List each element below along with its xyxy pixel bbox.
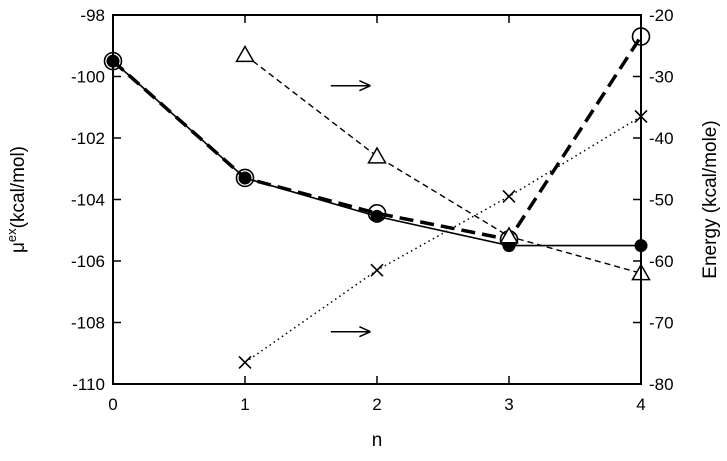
series-1-line	[111, 35, 643, 242]
arrow-annotation-1	[330, 326, 371, 338]
series-1-point	[235, 168, 255, 188]
series-3-point	[238, 355, 252, 370]
series-3-point-stroke-b	[238, 355, 252, 370]
left-y-tick-label: -98	[80, 6, 105, 25]
series-0-point	[238, 171, 252, 185]
arrow-head-upper	[359, 326, 371, 333]
x-tick-label: 3	[504, 395, 513, 414]
left-y-axis-label-main: μ	[8, 242, 29, 253]
series-2-point	[367, 146, 387, 164]
right-y-tick-label: -80	[649, 375, 674, 394]
series-3-point-stroke-b	[502, 189, 516, 203]
right-y-tick-label: -50	[649, 191, 674, 210]
series-2-point	[499, 226, 519, 244]
left-y-tick-label: -100	[71, 68, 105, 87]
series-2-line	[244, 54, 642, 274]
left-y-axis-label: μex(kcal/mol)	[4, 146, 29, 253]
series-0-point	[370, 209, 384, 223]
series-3-point	[370, 263, 384, 277]
left-y-axis-label-sup: ex	[4, 228, 19, 242]
right-y-tick-label: -60	[649, 252, 674, 271]
right-y-tick-label: -70	[649, 314, 674, 333]
arrow-head-lower	[359, 331, 371, 338]
plot-frame	[112, 14, 642, 385]
arrow-head-lower	[359, 85, 371, 92]
left-y-tick-label: -106	[71, 252, 105, 271]
series-1-point	[367, 204, 387, 223]
left-y-tick-label: -110	[72, 375, 105, 394]
left-y-tick-label: -102	[71, 129, 105, 148]
arrow-head-upper	[359, 80, 371, 87]
right-y-tick-label: -40	[649, 129, 674, 148]
right-y-tick-label: -20	[649, 6, 674, 25]
right-y-axis-label: Energy (kcal/mole)	[700, 120, 721, 278]
x-tick-label: 4	[636, 395, 645, 414]
right-y-tick-label: -30	[649, 68, 674, 87]
series-layer	[103, 27, 651, 370]
x-tick-label: 1	[240, 395, 249, 414]
x-axis-label: n	[372, 430, 383, 451]
left-y-tick-label: -108	[71, 314, 105, 333]
series-2-point	[235, 44, 255, 63]
x-tick-label: 2	[372, 395, 381, 414]
annotation-layer	[330, 80, 371, 338]
left-y-axis-label-rest: (kcal/mol)	[8, 146, 29, 228]
series-3-point	[502, 189, 516, 203]
x-tick-label: 0	[108, 395, 117, 414]
left-y-tick-label: -104	[71, 191, 105, 210]
series-3-point-stroke-b	[370, 263, 384, 277]
series-3-line	[244, 115, 642, 364]
arrow-annotation-0	[330, 80, 371, 92]
tick-layer: 0 1 2 3 4 -110 -108 -106 -104 -102 -100 -98 -80 -70 -6…	[71, 6, 674, 414]
